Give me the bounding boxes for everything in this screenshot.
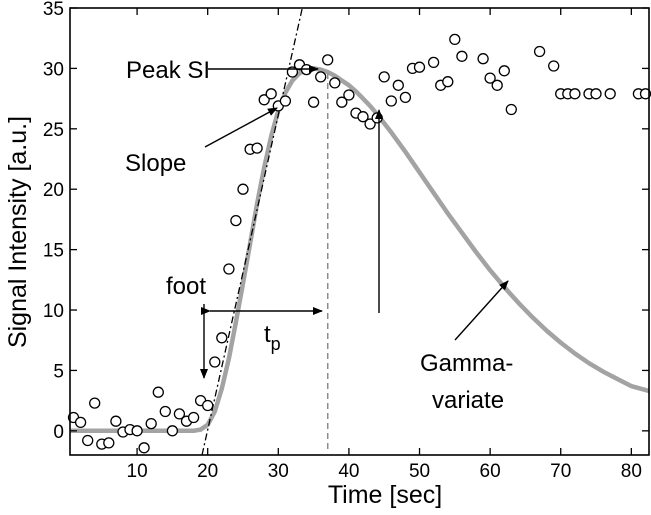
y-tick-label: 20: [43, 180, 64, 201]
data-point: [456, 50, 468, 62]
data-point: [202, 399, 214, 412]
data-point: [307, 96, 320, 108]
data-point: [590, 88, 602, 100]
annotation-tp-main: t: [264, 321, 271, 348]
y-tick-label: 0: [53, 422, 64, 443]
data-point: [74, 416, 87, 429]
data-point: [82, 434, 94, 447]
y-tick-label: 35: [43, 0, 64, 20]
data-point: [491, 79, 503, 91]
data-point: [442, 76, 454, 88]
annotation-peak-si: Peak SI: [126, 57, 210, 84]
data-point: [152, 386, 164, 398]
annotation-foot: foot: [166, 273, 206, 300]
data-point: [449, 33, 461, 46]
data-point: [329, 77, 341, 89]
data-point: [371, 112, 383, 124]
data-point: [357, 111, 369, 123]
data-point: [505, 103, 517, 116]
data-point: [378, 71, 390, 83]
data-point: [251, 142, 263, 154]
x-tick-label: 10: [127, 461, 148, 482]
data-point: [364, 118, 376, 130]
data-point: [187, 411, 200, 424]
annotation-gamma-line1: Gamma-: [420, 350, 513, 377]
x-tick-label: 40: [338, 461, 359, 482]
gamma-variate-fit-curve: [70, 66, 650, 434]
data-point: [110, 415, 122, 427]
data-point: [322, 54, 334, 66]
data-point: [336, 96, 348, 108]
data-point: [569, 88, 581, 100]
y-tick-label: 30: [43, 59, 64, 80]
data-point: [498, 65, 510, 77]
data-point: [399, 91, 412, 104]
data-point: [413, 61, 426, 73]
annotation-gamma-line2: variate: [432, 387, 504, 414]
data-point: [265, 88, 277, 100]
x-axis-ticks: 10 20 30 40 50 60 70 80: [127, 8, 642, 482]
data-point: [131, 425, 143, 437]
x-tick-label: 20: [197, 461, 218, 482]
plot-frame: [69, 7, 650, 456]
data-point: [89, 397, 101, 409]
annotation-tp-subscript: p: [271, 334, 281, 354]
data-point: [237, 183, 249, 195]
data-point: [258, 94, 270, 106]
data-point: [173, 408, 186, 420]
slope-arrow: [204, 107, 278, 148]
data-point: [223, 263, 235, 275]
data-point: [138, 442, 150, 454]
y-tick-label: 10: [43, 301, 64, 322]
data-point: [279, 95, 292, 107]
y-axis-ticks: 0 5 10 15 20 25 30 35: [43, 0, 649, 443]
data-point: [477, 53, 489, 65]
annotation-slope: Slope: [125, 150, 186, 177]
data-point: [392, 79, 404, 91]
x-axis-title: Time [sec]: [328, 481, 442, 509]
x-tick-label: 60: [480, 461, 501, 482]
y-tick-label: 5: [53, 361, 64, 382]
data-point: [159, 405, 171, 418]
data-point: [230, 214, 242, 227]
data-point: [315, 71, 327, 83]
data-point: [209, 356, 221, 368]
data-point: [484, 72, 496, 84]
data-point: [103, 437, 115, 449]
data-point: [548, 60, 560, 72]
y-tick-label: 15: [43, 241, 64, 262]
data-point: [427, 56, 440, 69]
x-tick-label: 30: [268, 461, 289, 482]
slope-line: [201, 7, 303, 456]
data-point: [604, 88, 616, 100]
plot-area: [67, 7, 651, 456]
data-point: [533, 45, 546, 58]
data-point: [216, 332, 228, 344]
data-point: [343, 89, 355, 101]
annotation-tp: tp: [264, 321, 281, 354]
x-tick-label: 80: [621, 461, 642, 482]
y-axis-title: Signal Intensity [a.u.]: [4, 116, 32, 348]
data-point: [145, 417, 157, 430]
y-tick-label: 25: [43, 120, 64, 141]
x-tick-label: 50: [409, 461, 430, 482]
data-point: [385, 95, 397, 107]
data-point: [166, 425, 179, 437]
x-tick-label: 70: [550, 461, 571, 482]
gamma-arrow: [454, 280, 509, 341]
